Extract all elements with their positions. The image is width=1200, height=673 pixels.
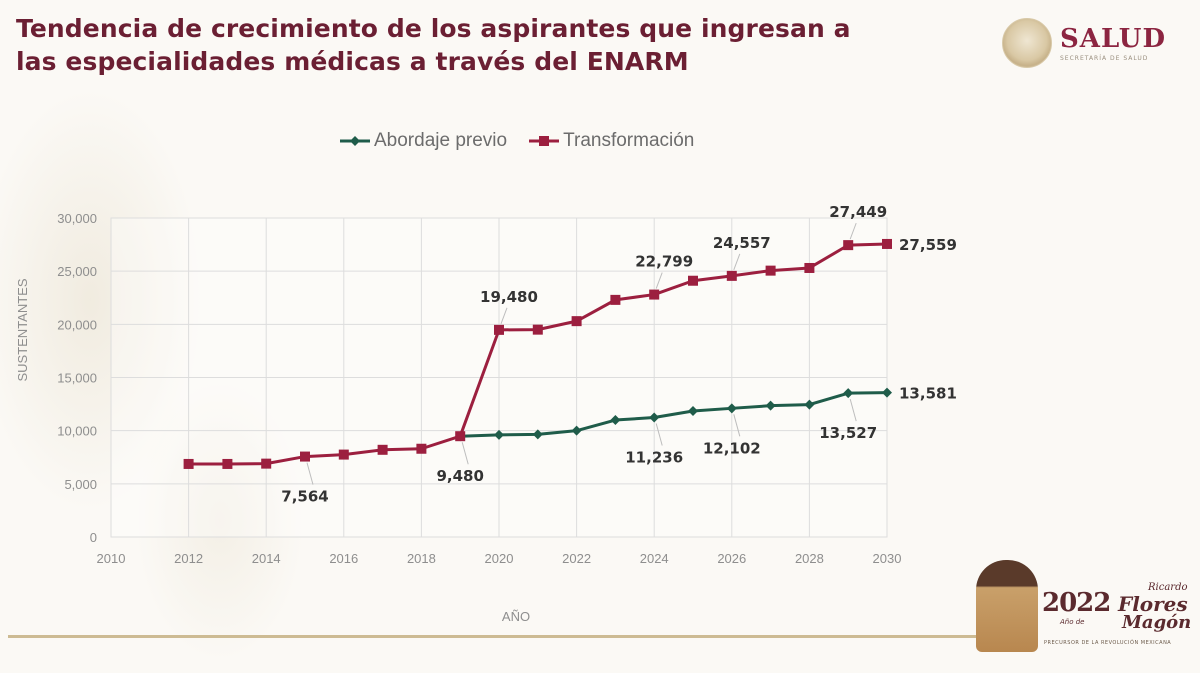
data-point-marker [688, 405, 698, 416]
x-tick-label: 2028 [795, 551, 824, 566]
x-tick-label: 2016 [329, 551, 358, 566]
data-point-marker [765, 265, 776, 276]
flores-magon-2022-logo: 2022 Año de Ricardo Flores Magón PRECURS… [972, 556, 1191, 656]
y-tick-label: 25,000 [57, 264, 97, 279]
data-point-marker [571, 425, 582, 436]
x-tick-label: 2026 [717, 551, 746, 566]
data-point-marker [261, 458, 272, 469]
data-label-leader [733, 414, 741, 437]
data-point-marker [183, 458, 194, 469]
data-label-leader [500, 307, 508, 325]
data-label-leader [733, 253, 741, 271]
data-label: 7,564 [281, 488, 328, 506]
data-point-marker [882, 238, 892, 249]
title-line-1: Tendencia de crecimiento de los aspirant… [16, 14, 851, 43]
data-point-marker [726, 403, 737, 414]
data-point-marker [532, 324, 543, 335]
x-tick-label: 2024 [640, 551, 669, 566]
data-label: 13,581 [899, 385, 957, 403]
y-axis-label: SUSTENTANTES [15, 278, 30, 381]
data-label: 24,557 [713, 234, 771, 252]
data-label-layer: 11,236 12,102 13,527 13,581 7,564 9,480 19,480… [281, 203, 957, 505]
data-point-marker [649, 289, 660, 300]
portrait-illustration-icon [976, 560, 1038, 652]
data-point-marker [804, 262, 815, 273]
data-point-marker [222, 458, 233, 469]
data-point-marker [416, 443, 427, 454]
y-tick-label: 5,000 [64, 477, 97, 492]
legend-diamond-marker-icon [340, 136, 370, 146]
x-axis-label: AÑO [502, 609, 530, 624]
data-point-marker [571, 316, 582, 327]
x-tick-label: 2022 [562, 551, 591, 566]
legend-item-abordaje: Abordaje previo [340, 130, 507, 152]
data-point-marker [843, 240, 854, 251]
data-point-marker [843, 388, 854, 399]
data-point-marker [377, 444, 388, 455]
data-point-marker [494, 429, 504, 440]
page-title: Tendencia de crecimiento de los aspirant… [16, 12, 976, 78]
y-tick-label: 15,000 [57, 371, 97, 386]
y-tick-label: 30,000 [57, 211, 97, 226]
data-point-marker [804, 399, 815, 410]
logo-ano-de: Año de [1060, 618, 1085, 626]
legend-square-marker-icon [529, 136, 560, 146]
legend-label-abordaje: Abordaje previo [374, 130, 508, 151]
logo-last-name-2: Magón [1122, 612, 1192, 633]
logo-last-name-1: Flores [1118, 592, 1188, 616]
national-seal-icon [1002, 18, 1052, 68]
logo-first-name: Ricardo [1148, 582, 1188, 593]
data-point-marker [688, 275, 698, 286]
data-point-marker [726, 270, 737, 281]
y-tick-label: 20,000 [57, 317, 97, 332]
data-label-leader [655, 272, 663, 289]
title-line-2: las especialidades médicas a través del … [16, 47, 689, 76]
data-point-marker [610, 294, 621, 305]
data-label: 11,236 [625, 449, 683, 467]
data-label-leader [849, 399, 857, 422]
footer-divider [8, 635, 978, 638]
data-label: 19,480 [480, 288, 538, 306]
data-label: 12,102 [703, 439, 761, 457]
data-point-marker [338, 449, 349, 460]
data-point-marker [765, 400, 776, 411]
x-axis-ticks: 2010 2012 2014 2016 2018 2020 2022 2024 2026 2028… [97, 551, 902, 566]
data-label: 27,559 [899, 236, 957, 254]
data-point-marker [455, 431, 466, 442]
salud-logo: SALUD SECRETARÍA DE SALUD [1002, 18, 1166, 68]
data-label: 13,527 [819, 424, 877, 442]
data-label-leader [655, 423, 663, 446]
chart-legend: Abordaje previo Transformación [340, 130, 716, 152]
x-tick-label: 2018 [407, 551, 436, 566]
y-tick-label: 0 [90, 530, 97, 545]
x-tick-label: 2020 [485, 551, 514, 566]
logo-name: SALUD [1060, 23, 1167, 54]
data-label-leader [849, 222, 857, 240]
legend-label-transformacion: Transformación [563, 130, 695, 151]
y-axis-ticks: 0 5,000 10,000 15,000 20,000 25,000 30,000 [57, 211, 97, 545]
series-layer [183, 238, 892, 469]
data-point-marker [882, 387, 892, 398]
data-point-marker [300, 451, 310, 462]
data-point-marker [494, 324, 504, 335]
logo-subtitle: SECRETARÍA DE SALUD [1060, 54, 1149, 62]
x-tick-label: 2010 [97, 551, 126, 566]
data-point-marker [649, 412, 660, 423]
logo-year: 2022 [1042, 588, 1111, 618]
x-tick-label: 2030 [873, 551, 902, 566]
y-tick-label: 10,000 [57, 424, 97, 439]
x-tick-label: 2014 [252, 551, 281, 566]
data-label-leader [306, 462, 314, 485]
series-line-abordaje-previo [460, 391, 888, 438]
data-label-leader [461, 442, 469, 465]
data-point-marker [610, 415, 621, 426]
data-point-marker [532, 429, 543, 440]
data-label: 27,449 [829, 203, 887, 221]
logo-tagline: PRECURSOR DE LA REVOLUCIÓN MEXICANA [1044, 640, 1172, 646]
x-tick-label: 2012 [174, 551, 203, 566]
data-label: 9,480 [436, 467, 483, 485]
data-label: 22,799 [635, 253, 693, 271]
legend-item-transformacion: Transformación [529, 130, 694, 152]
